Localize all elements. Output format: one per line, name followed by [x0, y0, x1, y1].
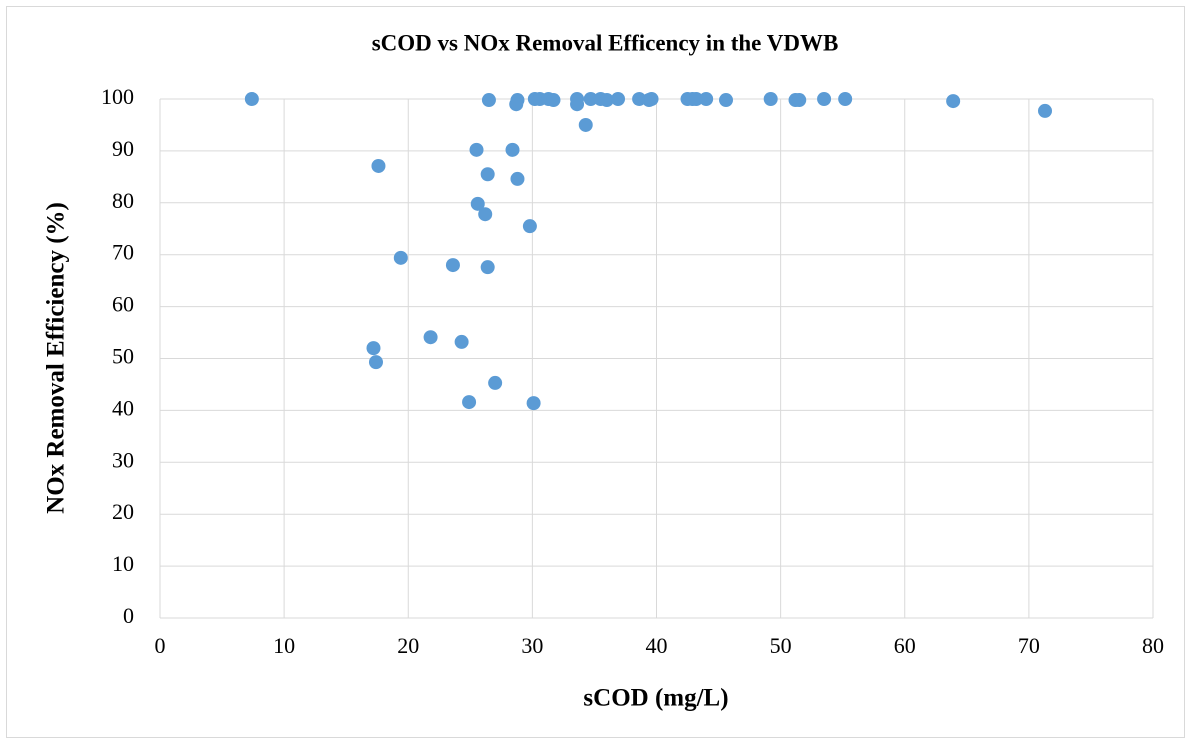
point	[368, 355, 383, 370]
point	[946, 94, 961, 109]
y-axis-label: NOx Removal Efficiency (%)	[43, 202, 70, 514]
x-tick-label: 70	[1018, 633, 1040, 658]
point	[244, 92, 259, 106]
point	[480, 260, 495, 275]
point	[510, 171, 525, 186]
point	[817, 92, 832, 106]
point	[509, 97, 524, 112]
chart-border	[6, 6, 1185, 738]
point	[522, 219, 537, 234]
y-tick-label: 90	[112, 136, 134, 161]
y-tick-label: 80	[112, 188, 134, 213]
point	[371, 158, 386, 173]
chart-title: sCOD vs NOx Removal Efficency in the VDW…	[372, 30, 839, 55]
point	[570, 92, 585, 106]
point	[578, 117, 593, 132]
x-tick-label: 20	[397, 633, 419, 658]
point	[462, 395, 477, 410]
x-tick-label: 30	[521, 633, 543, 658]
point	[792, 93, 807, 108]
x-tick-label: 0	[155, 633, 166, 658]
point	[393, 250, 408, 265]
y-tick-label: 30	[112, 447, 134, 472]
y-tick-label: 100	[101, 84, 134, 109]
point	[454, 334, 469, 349]
point	[423, 330, 438, 345]
point	[599, 93, 614, 108]
point	[478, 207, 493, 222]
x-tick-label: 60	[894, 633, 916, 658]
y-tick-label: 70	[112, 240, 134, 265]
point	[1038, 103, 1053, 118]
point	[366, 341, 381, 356]
x-axis-label: sCOD (mg/L)	[583, 685, 728, 712]
y-tick-label: 20	[112, 499, 134, 524]
x-tick-label: 50	[770, 633, 792, 658]
y-tick-label: 0	[123, 603, 134, 628]
point	[719, 93, 734, 108]
y-tick-label: 10	[112, 551, 134, 576]
point	[445, 258, 460, 273]
point	[583, 92, 598, 106]
point	[611, 92, 626, 106]
x-tick-label: 10	[273, 633, 295, 658]
x-tick-label: 40	[646, 633, 668, 658]
point	[488, 375, 503, 390]
x-tick-label: 80	[1142, 633, 1164, 658]
point	[838, 92, 853, 106]
point	[481, 93, 496, 108]
point	[689, 92, 704, 106]
point	[505, 142, 520, 157]
point	[763, 92, 778, 106]
point	[469, 142, 484, 157]
point	[526, 396, 541, 411]
point	[470, 196, 485, 211]
point	[644, 92, 659, 106]
point	[699, 92, 714, 106]
point	[546, 93, 561, 108]
y-tick-label: 40	[112, 395, 134, 420]
y-tick-label: 50	[112, 344, 134, 369]
y-tick-label: 60	[112, 292, 134, 317]
point	[480, 167, 495, 182]
